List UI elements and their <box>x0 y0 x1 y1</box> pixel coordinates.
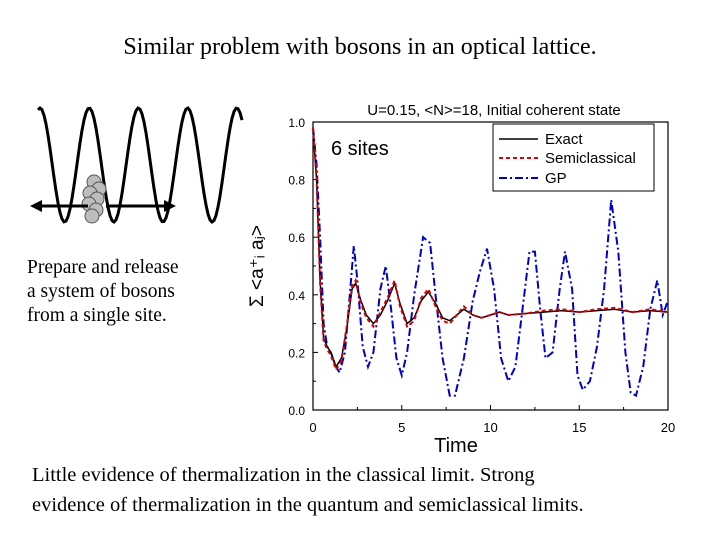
lattice-potential-wave <box>36 105 244 225</box>
left-description: Prepare and release a system of bosons f… <box>27 256 227 328</box>
series-line-semiclassical <box>312 127 669 372</box>
series-line-gp <box>312 127 669 398</box>
release-arrow-right <box>106 200 176 212</box>
y-tick-label: 0.6 <box>288 231 305 245</box>
legend-label-gp: GP <box>545 170 567 187</box>
x-tick-label: 10 <box>483 420 497 435</box>
legend: Exact Semiclassical GP <box>492 123 655 192</box>
x-tick-label: 0 <box>309 420 316 435</box>
slide-title: Similar problem with bosons in an optica… <box>123 34 597 60</box>
y-tick-label: 0.2 <box>288 346 305 360</box>
x-tick-label: 20 <box>661 420 675 435</box>
series-line-exact <box>312 127 669 369</box>
x-tick-label: 5 <box>398 420 405 435</box>
left-text-line-1: Prepare and release <box>27 257 179 278</box>
left-text-line-3: from a single site. <box>27 305 167 326</box>
legend-label-semiclassical: Semiclassical <box>545 150 636 167</box>
chart-title: U=0.15, <N>=18, Initial coherent state <box>367 102 621 119</box>
legend-label-exact: Exact <box>545 131 583 148</box>
x-axis: 0 5 10 15 20 <box>309 405 675 435</box>
y-tick-label: 0.0 <box>288 404 305 418</box>
y-tick-label: 1.0 <box>288 116 305 130</box>
y-axis-label: Σ <a⁺ᵢ aⱼ> <box>247 225 268 307</box>
boson-cluster <box>81 174 107 224</box>
boson <box>84 208 100 224</box>
y-tick-label: 0.8 <box>288 174 305 188</box>
bottom-text-line-2: evidence of thermalization in the quantu… <box>32 494 584 516</box>
bottom-conclusion: Little evidence of thermalization in the… <box>32 460 702 520</box>
series-layer <box>312 127 669 398</box>
y-axis: 0.0 0.2 0.4 0.6 0.8 1.0 <box>288 116 318 418</box>
y-tick-label: 0.4 <box>288 289 305 303</box>
sites-annotation: 6 sites <box>331 138 389 160</box>
x-axis-label: Time <box>434 435 478 457</box>
release-arrow-left <box>30 200 88 212</box>
left-text-line-2: a system of bosons <box>27 281 175 302</box>
legend-box <box>492 123 655 192</box>
x-tick-label: 15 <box>572 420 586 435</box>
bottom-text-line-1: Little evidence of thermalization in the… <box>32 464 535 486</box>
